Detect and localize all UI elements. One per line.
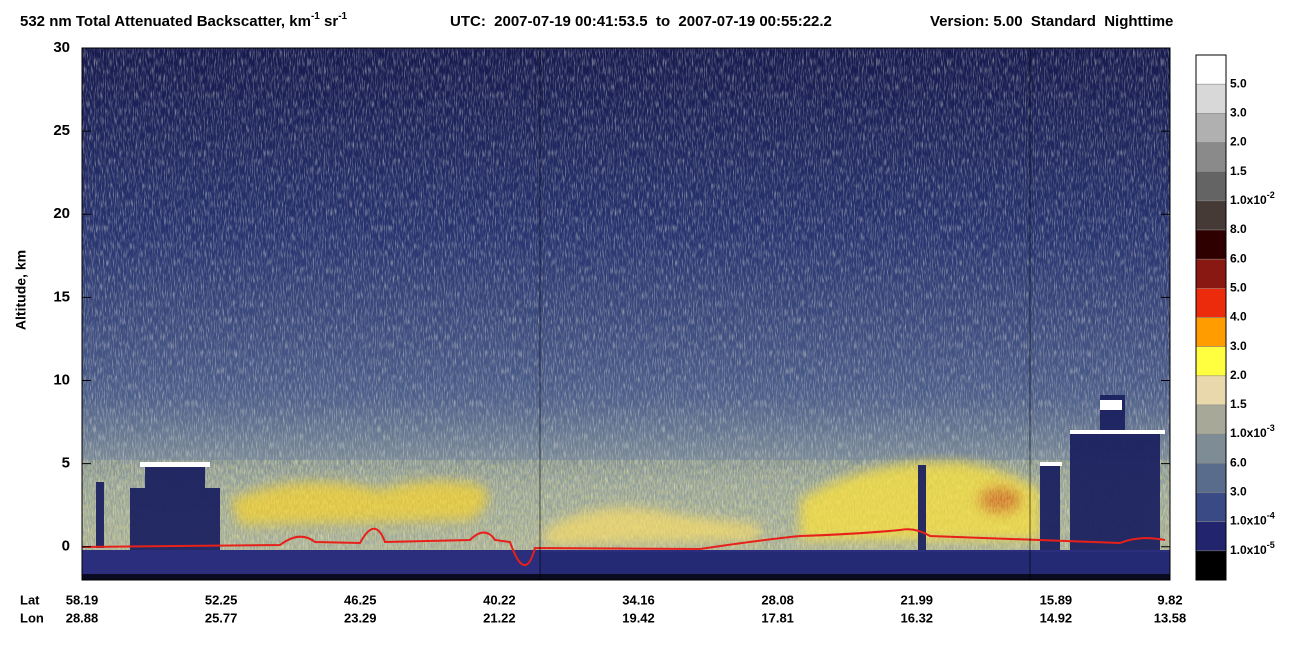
colorbar-label: 6.0 [1230,251,1247,265]
colorbar-label-base: 1.0x10 [1230,426,1267,440]
colorbar-label: 3.0 [1230,106,1247,120]
colorbar-label: 2.0 [1230,368,1247,382]
colorbar-bin [1195,171,1227,202]
lat-label: 28.08 [761,592,794,607]
colorbar-bin [1195,404,1227,435]
x-row-label: Lon [20,610,44,625]
colorbar-label-sup: -5 [1267,540,1275,550]
colorbar-bin [1195,258,1227,289]
colorbar-label: 8.0 [1230,222,1247,236]
colorbar-label: 1.0x10-5 [1230,540,1275,557]
title-sup: -1 [338,11,347,22]
title-text: sr [320,13,339,30]
colorbar-label: 3.0 [1230,485,1247,499]
colorbar-label: 1.0x10-4 [1230,511,1275,528]
colorbar-label-base: 1.0x10 [1230,543,1267,557]
colorbar-bin [1195,375,1227,406]
lat-label: 15.89 [1040,592,1073,607]
lon-label: 17.81 [761,610,794,625]
colorbar-bin [1195,463,1227,493]
colorbar-bin [1195,346,1227,377]
title-text: 532 nm Total Attenuated Backscatter, km [20,13,311,30]
lat-label: 52.25 [205,592,238,607]
colorbar-label: 1.5 [1230,164,1247,178]
chart-title: 532 nm Total Attenuated Backscatter, km-… [20,11,348,30]
y-tick-label: 5 [62,455,70,472]
lon-label: 14.92 [1040,610,1073,625]
colorbar-label: 2.0 [1230,135,1247,149]
colorbar-bin [1195,200,1227,231]
colorbar-bin [1195,113,1227,143]
colorbar-label: 5.0 [1230,76,1247,90]
colorbar-label: 3.0 [1230,339,1247,353]
colorbar-bin [1195,54,1227,85]
colorbar-label-sup: -2 [1267,190,1275,200]
colorbar-bin [1195,229,1227,260]
colorbar-bin [1195,433,1227,464]
lon-label: 19.42 [622,610,655,625]
colorbar-label: 1.5 [1230,397,1247,411]
utc-range: UTC: 2007-07-19 00:41:53.5 to 2007-07-19… [450,13,832,30]
lon-label: 23.29 [344,610,377,625]
colorbar-label-base: 1.0x10 [1230,193,1267,207]
colorbar-label-base: 1.0x10 [1230,514,1267,528]
title-sup: -1 [311,11,320,22]
y-tick-label: 0 [62,538,70,555]
lon-label: 28.88 [66,610,99,625]
colorbar-label: 1.0x10-3 [1230,424,1275,441]
colorbar-frame [1195,54,1227,581]
colorbar-bin [1195,142,1227,172]
lat-label: 40.22 [483,592,516,607]
lat-label: 58.19 [66,592,99,607]
colorbar-label: 6.0 [1230,456,1247,470]
y-tick-label: 20 [53,205,70,222]
lat-label: 34.16 [622,592,655,607]
lat-label: 21.99 [901,592,934,607]
colorbar-label-sup: -4 [1267,511,1275,521]
colorbar-label: 5.0 [1230,281,1247,295]
colorbar-bin [1195,83,1227,114]
lon-label: 21.22 [483,610,516,625]
colorbar-bin [1195,492,1227,522]
y-tick-label: 25 [53,122,70,139]
y-tick-label: 30 [53,39,70,56]
y-axis-label: Altitude, km [13,250,29,330]
lon-label: 25.77 [205,610,238,625]
y-tick-label: 10 [53,371,70,388]
lon-label: 16.32 [901,610,934,625]
x-row-label: Lat [20,592,40,607]
y-tick-label: 15 [53,288,70,305]
version: Version: 5.00 Standard Nighttime [930,13,1173,30]
plot-frame [81,47,1171,581]
colorbar-bin [1195,550,1227,581]
colorbar-bin [1195,521,1227,552]
lat-label: 9.82 [1157,592,1182,607]
colorbar-bin [1195,317,1227,347]
colorbar-label: 1.0x10-2 [1230,190,1275,207]
colorbar-label: 4.0 [1230,310,1247,324]
colorbar-bin [1195,288,1227,318]
colorbar-label-sup: -3 [1267,424,1275,434]
lat-label: 46.25 [344,592,377,607]
lon-label: 13.58 [1154,610,1187,625]
backscatter-image [82,48,1170,580]
